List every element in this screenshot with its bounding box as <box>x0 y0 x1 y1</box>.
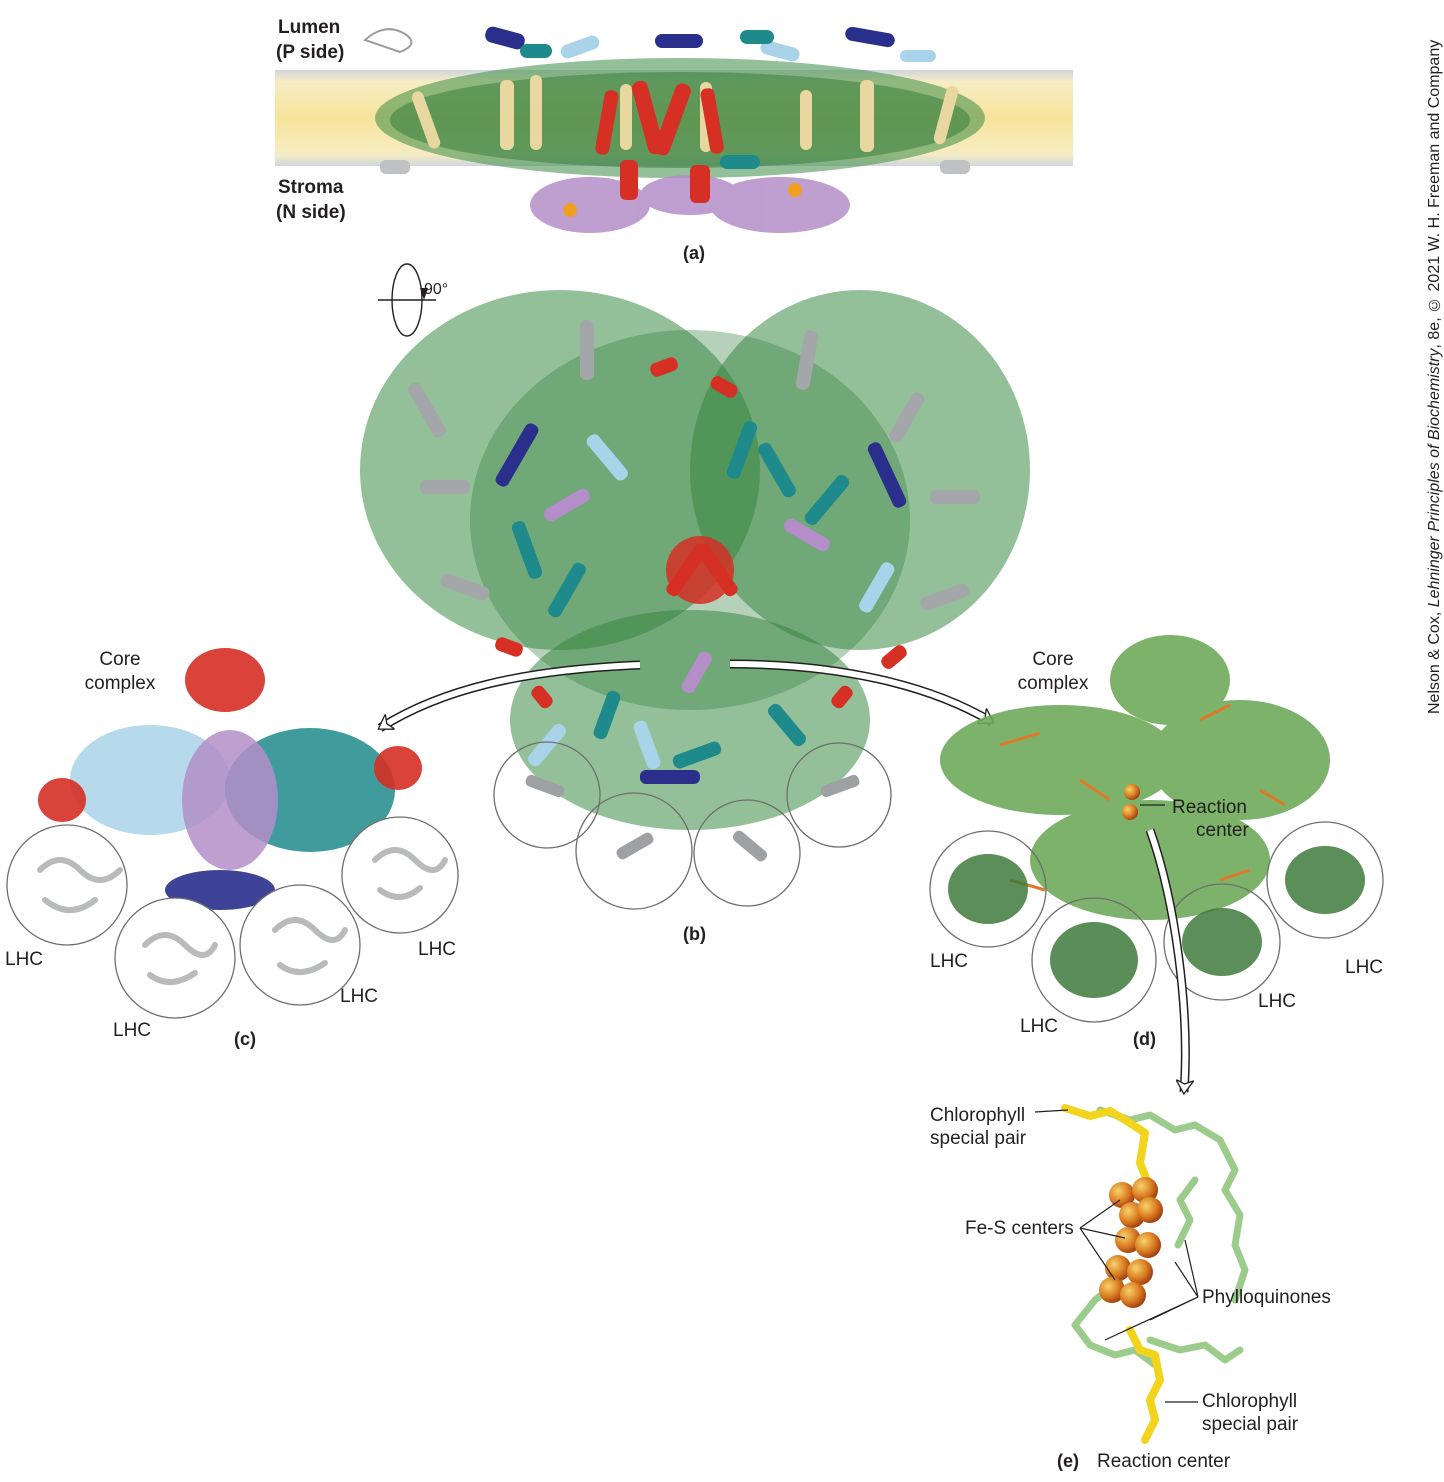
panel-b-lhc-circles <box>493 741 892 910</box>
panel-e-label: (e) <box>1057 1451 1079 1471</box>
panel-d-lhc-3: LHC <box>1258 991 1297 1012</box>
panel-a-membrane-view <box>275 26 1073 233</box>
panel-a-protein-complex <box>363 26 985 233</box>
rotation-label: 90° <box>424 281 449 298</box>
credit-authors: Nelson & Cox, <box>1426 607 1443 714</box>
copyright-credit: Nelson & Cox, Lehninger Principles of Bi… <box>1423 14 1444 714</box>
special-pair-top-label: special pair <box>930 1128 1027 1149</box>
panel-d-label: (d) <box>1133 1029 1156 1049</box>
panel-b-purple-helices <box>544 488 830 694</box>
chlorophyll-bottom-label: Chlorophyll <box>1202 1391 1298 1412</box>
special-pair-bottom-label: special pair <box>1202 1414 1299 1435</box>
panel-c-lhc-2: LHC <box>113 1020 152 1041</box>
panel-d-core-label: Core <box>1032 649 1074 670</box>
panel-e-light-green-pigments <box>1071 1106 1249 1369</box>
panel-d-reaction-center-spheres <box>1122 784 1140 820</box>
panel-c-lhc-4: LHC <box>418 939 457 960</box>
lumen-label: Lumen <box>278 17 341 38</box>
panel-d-lhc-pigments <box>948 846 1365 998</box>
panel-c-lhc-1: LHC <box>5 949 44 970</box>
panel-d-chlorophylls <box>940 635 1330 920</box>
panel-c-core-label: Core <box>99 649 141 670</box>
fe-s-centers <box>1099 1177 1163 1308</box>
panel-d-lhc-4: LHC <box>1345 957 1384 978</box>
panel-b-top-view <box>360 290 1030 910</box>
fes-centers-label: Fe-S centers <box>965 1218 1074 1239</box>
panel-c-complex-label: complex <box>84 673 156 694</box>
panel-c-lhc-3: LHC <box>340 986 379 1007</box>
panel-b-grey-helices <box>408 320 980 611</box>
panel-a-label: (a) <box>683 243 705 263</box>
panel-c-lhc-circles <box>6 816 459 1019</box>
reaction-label: Reaction <box>1172 797 1247 818</box>
panel-b-lhc-helices <box>525 774 860 862</box>
panel-d-lhc-circles <box>929 821 1384 1023</box>
panel-c-lhc-ribbons <box>37 847 448 985</box>
panel-d-pigment-view <box>929 635 1384 1092</box>
panel-e-chlorophyll-special-pair-tails <box>1061 1104 1164 1444</box>
arrow-to-panel-d <box>729 659 992 726</box>
panel-b-dark-blue-helices <box>495 423 907 784</box>
rotation-icon <box>378 263 436 337</box>
panel-c-red-right <box>374 746 422 790</box>
arrow-to-panel-e <box>1145 828 1185 1092</box>
stroma-label: Stroma <box>278 177 344 198</box>
arrow-to-panel-c <box>380 660 641 732</box>
panel-d-lhc-1: LHC <box>930 951 969 972</box>
panel-b-chlorophyll-mass <box>360 290 1030 830</box>
chlorophyll-top-label: Chlorophyll <box>930 1105 1026 1126</box>
panel-c-label: (c) <box>234 1029 256 1049</box>
lumen-side-label: (P side) <box>276 42 345 63</box>
panel-b-psaA-helices <box>511 421 850 769</box>
panel-b-psaB-helices <box>528 434 895 770</box>
panel-e-leader-lines <box>1034 1109 1199 1403</box>
panel-c-red-left <box>38 778 86 822</box>
panel-d-complex-label: complex <box>1017 673 1089 694</box>
stroma-side-label: (N side) <box>276 202 346 223</box>
panel-b-label: (b) <box>683 924 706 944</box>
phylloquinones-label: Phylloquinones <box>1202 1287 1331 1308</box>
center-label: center <box>1196 820 1249 841</box>
credit-publisher: , 8e, © 2021 W. H. Freeman and Company <box>1426 39 1443 349</box>
panel-e-title: Reaction center <box>1097 1451 1231 1472</box>
credit-book-title: Lehninger Principles of Biochemistry <box>1426 348 1443 608</box>
panel-b-red-core <box>495 357 907 709</box>
panel-c-ribbon-view <box>6 648 459 1019</box>
panel-d-lhc-2: LHC <box>1020 1016 1059 1037</box>
panel-c-red-top <box>185 648 265 712</box>
panel-c-purple <box>182 730 278 870</box>
panel-e-reaction-center <box>1034 1104 1249 1444</box>
